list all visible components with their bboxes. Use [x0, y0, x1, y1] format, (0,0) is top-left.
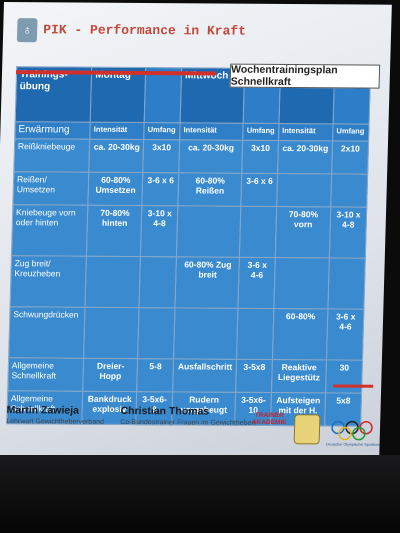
subheader-cell-warmup: Erwärmung: [14, 121, 91, 140]
table-row: Reißkniebeuge ca. 20-30kg 3x10 ca. 20-30…: [13, 138, 369, 175]
table-cell: [139, 256, 177, 308]
row-label: Schwungdrücken: [8, 306, 86, 359]
dosb-logo-text: Deutscher Olympischer Sportbund: [326, 442, 381, 446]
table-cell: 60-80% Umsetzen: [88, 172, 144, 206]
table-cell: [83, 307, 140, 359]
table-cell: 3-6 x 4-6: [326, 308, 364, 361]
subheader-cell: Umfang: [332, 123, 370, 142]
author-role: Co-Bundestrainer Frauen im Gewichtheben: [120, 418, 256, 427]
header-cell-exercise: Trainings-übung: [15, 66, 93, 123]
table-cell: 3-10 x 4-8: [329, 206, 367, 259]
table-row: Reißen/ Umsetzen 60-80% Umsetzen 3-6 x 6…: [12, 171, 368, 208]
table-cell: [239, 206, 277, 258]
subheader-cell: Umfang: [243, 123, 279, 141]
header-cell-monday: Montag: [90, 67, 146, 123]
table-cell: [85, 256, 141, 308]
row-label: Kniebeuge vorn oder hinten: [11, 204, 89, 257]
subheader-cell: Intensität: [278, 123, 334, 141]
table-row: Zug breit/ Kreuzheben 60-80% Zug breit 3…: [9, 255, 366, 310]
table-cell: 3x10: [143, 139, 180, 173]
header-cell: [144, 67, 182, 123]
table-cell: ca. 20-30kg: [89, 139, 144, 173]
table-cell: Ausfallschritt: [172, 358, 237, 393]
table-cell: [236, 308, 274, 360]
olympic-rings-logo: Deutscher Olympischer Sportbund: [324, 416, 385, 447]
table-cell: 2x10: [331, 140, 369, 175]
table-cell: 3-5x8: [235, 359, 273, 393]
plan-title-box: Wochentrainingsplan Schnellkraft: [229, 63, 381, 89]
training-plan-table: Trainings-übung Montag Mittwoch Freitag …: [6, 66, 371, 427]
weightlifting-logo-icon: ♁: [16, 18, 38, 43]
row-label: Reißkniebeuge: [13, 138, 91, 173]
table-cell: 3x10: [242, 140, 279, 174]
subheader-cell: Intensität: [90, 122, 145, 140]
table-cell: 3-6 x 6: [142, 172, 179, 206]
row-label: Allgemeine Schnellkraft: [7, 357, 84, 392]
table-cell: [330, 173, 368, 208]
table-cell: 3-6 x 6: [241, 173, 278, 207]
table-cell: 60-80%: [272, 308, 329, 360]
table-cell: 5-8: [136, 358, 174, 392]
table-cell: ca. 20-30kg: [277, 140, 333, 174]
table-cell: Reaktive Liegestütz: [271, 359, 327, 393]
subheader-cell: Umfang: [143, 122, 181, 140]
coat-of-arms-logo: [293, 414, 321, 445]
author-block-2: Christian Thomas Co-Bundestrainer Frauen…: [120, 405, 256, 427]
table-cell: ca. 20-30kg: [178, 139, 244, 174]
table-row: Schwungdrücken 60-80% 3-6 x 4-6: [8, 306, 364, 361]
row-label: Zug breit/ Kreuzheben: [9, 255, 87, 308]
trainer-akademie-logo: TRAINER AKADEMIE: [251, 411, 287, 427]
table-cell: [176, 205, 242, 258]
table-cell: [173, 307, 239, 360]
table-row: Kniebeuge vorn oder hinten 70-80% hinten…: [11, 204, 367, 259]
table-cell: 60-80% Reißen: [177, 172, 243, 207]
author-role: Lehrwart Gewichtheberverband: [6, 418, 105, 426]
row-label: Reißen/ Umsetzen: [12, 171, 90, 206]
table-cell: [276, 173, 332, 207]
table-cell: Dreier-Hopp: [83, 358, 138, 392]
author-block-1: Martin Zawieja Lehrwart Gewichtheberverb…: [6, 404, 104, 426]
table-cell: [328, 257, 366, 310]
slide-title: PIK - Performance in Kraft: [43, 22, 247, 39]
table-cell: 30: [325, 359, 363, 394]
table-cell: [137, 307, 176, 359]
table-cell: 70-80% hinten: [86, 205, 143, 257]
projection-screen: ♁ PIK - Performance in Kraft Trainings-ü…: [0, 2, 392, 475]
accent-rule: [333, 384, 374, 388]
table-cell: [273, 257, 330, 309]
subheader-cell: Intensität: [179, 122, 244, 141]
author-name: Martin Zawieja: [6, 404, 80, 417]
table-cell: 3-6 x 4-6: [238, 257, 276, 309]
table-cell: 60-80% Zug breit: [175, 256, 240, 309]
table-cell: 70-80% vorn: [275, 206, 331, 258]
author-name: Christian Thomas: [120, 404, 210, 418]
table-cell: 3-10 x 4-8: [140, 205, 178, 257]
room-floor: [0, 455, 400, 533]
table-row: Allgemeine Schnellkraft Dreier-Hopp 5-8 …: [7, 357, 363, 394]
